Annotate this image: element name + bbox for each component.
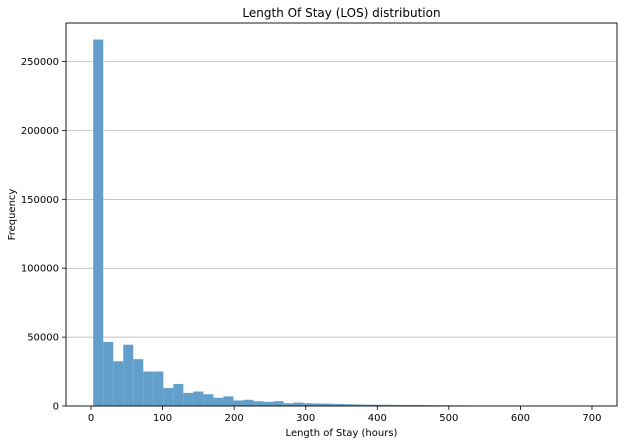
histogram-bar <box>383 404 394 406</box>
gridlines <box>66 61 617 338</box>
histogram-bar <box>203 394 214 406</box>
histogram-bar <box>363 404 374 406</box>
histogram-bar <box>263 401 274 406</box>
histogram-bar <box>173 383 184 406</box>
histogram-bar <box>253 401 264 406</box>
x-tick-label: 100 <box>153 413 172 424</box>
histogram-bar <box>123 344 134 406</box>
histogram-bar <box>163 388 174 406</box>
histogram-bar <box>323 403 334 406</box>
histogram-bar <box>213 397 224 406</box>
histogram-bar <box>303 403 314 406</box>
plot-frame <box>65 22 618 407</box>
histogram-bar <box>403 405 414 406</box>
histogram-bar <box>293 402 304 406</box>
y-axis: 0 50000 100000 150000 200000 250000 <box>21 57 66 413</box>
histogram-bar <box>343 404 354 406</box>
x-tick-label: 400 <box>368 413 387 424</box>
histogram-bar <box>413 405 424 406</box>
x-tick-label: 500 <box>439 413 458 424</box>
histogram-bar <box>183 392 194 406</box>
y-tick-label: 250000 <box>21 57 59 68</box>
histogram-bar <box>143 371 154 406</box>
x-tick-label: 200 <box>225 413 244 424</box>
histogram-bars <box>93 39 595 406</box>
x-axis-label: Length of Stay (hours) <box>286 428 398 439</box>
histogram-bar <box>243 399 254 406</box>
histogram-bar <box>393 404 404 406</box>
y-tick-label: 50000 <box>27 333 59 344</box>
x-tick-label: 300 <box>296 413 315 424</box>
histogram-bar <box>133 359 144 406</box>
histogram-bar <box>283 403 294 406</box>
histogram-bar <box>93 39 104 406</box>
y-tick-label: 100000 <box>21 264 59 275</box>
histogram-bar <box>313 403 324 406</box>
y-tick-label: 150000 <box>21 195 59 206</box>
histogram-bar <box>333 403 344 406</box>
x-axis: 0 100 200 300 400 500 600 700 <box>88 406 602 424</box>
histogram-bar <box>113 361 124 406</box>
histogram-bar <box>193 391 204 406</box>
histogram-bar <box>153 371 164 406</box>
histogram-bar <box>273 401 284 406</box>
chart-title: Length Of Stay (LOS) distribution <box>242 6 440 20</box>
histogram-bar <box>373 404 384 406</box>
x-tick-label: 700 <box>582 413 601 424</box>
histogram-bar <box>223 396 234 406</box>
histogram-bar <box>353 404 364 406</box>
x-tick-label: 600 <box>511 413 530 424</box>
y-axis-label: Frequency <box>7 189 18 241</box>
y-tick-label: 0 <box>53 402 59 413</box>
histogram-bar <box>103 341 114 406</box>
histogram-bar <box>233 400 244 406</box>
x-tick-label: 0 <box>88 413 94 424</box>
y-tick-label: 200000 <box>21 126 59 137</box>
